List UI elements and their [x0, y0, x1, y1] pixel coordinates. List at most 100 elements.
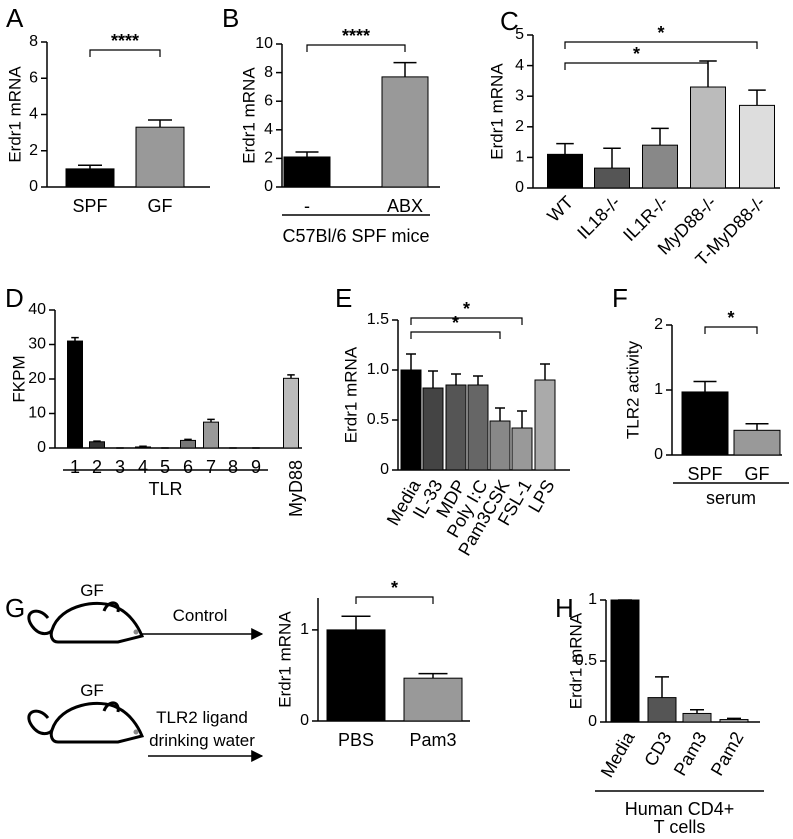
error-bar [139, 445, 147, 448]
error-bar [540, 363, 550, 380]
bar [682, 712, 712, 723]
significance-bracket [564, 41, 758, 49]
error-bar [693, 380, 717, 392]
x-tick-label: WT [543, 192, 577, 226]
significance-label: * [657, 23, 664, 43]
error-bar [295, 151, 319, 157]
treatment-label: drinking water [149, 731, 255, 750]
y-tick-label: 2 [264, 150, 273, 167]
error-bar [451, 373, 461, 385]
error-bar [727, 717, 741, 720]
x-tick-label: ABX [387, 196, 423, 216]
x-tick-label: 3 [115, 457, 125, 477]
significance-label: **** [111, 31, 139, 51]
treatment-label: TLR2 ligand [156, 708, 248, 727]
bar [180, 439, 196, 449]
significance-label: * [391, 578, 398, 598]
bar [283, 377, 299, 449]
y-tick-label: 0.5 [575, 652, 597, 669]
group-label: T cells [654, 817, 706, 837]
error-bar [287, 374, 295, 379]
subject-label: GF [80, 581, 104, 600]
bar [647, 697, 677, 723]
group-label: TLR [148, 479, 182, 499]
panel-letter: C [500, 6, 519, 36]
y-axis-label: Erdr1 mRNA [239, 67, 258, 164]
x-tick-label: Pam3 [409, 730, 456, 750]
subject-label: GF [80, 681, 104, 700]
x-tick-label: 7 [206, 457, 216, 477]
bar [203, 421, 219, 449]
group-label: serum [706, 488, 756, 508]
y-tick-label: 0 [37, 439, 46, 456]
y-tick-label: 0 [264, 178, 273, 195]
y-tick-label: 1 [588, 591, 597, 608]
y-tick-label: 5 [515, 26, 524, 43]
bar [135, 126, 185, 188]
panel-letter: H [555, 593, 574, 623]
y-axis-label: Erdr1 mRNA [341, 346, 360, 443]
x-tick-label: 1 [70, 457, 80, 477]
treatment-label: Control [173, 606, 228, 625]
significance-label: **** [342, 26, 370, 46]
y-tick-label: 1.5 [367, 311, 389, 328]
significance-bracket [355, 596, 434, 604]
y-tick-label: 4 [264, 121, 273, 138]
error-bar [473, 375, 483, 385]
error-bar [428, 370, 438, 388]
bar [400, 369, 422, 471]
y-tick-label: 10 [255, 35, 273, 52]
x-tick-label: 2 [92, 457, 102, 477]
x-tick-label: Pam2 [707, 728, 748, 779]
y-tick-label: 1.0 [367, 361, 389, 378]
bar [547, 153, 583, 189]
significance-label: * [452, 313, 459, 333]
y-tick-label: 0 [380, 461, 389, 478]
group-label: C57Bl/6 SPF mice [282, 226, 429, 246]
y-tick-label: 0.5 [367, 411, 389, 428]
error-bar [78, 164, 102, 169]
error-bar [495, 407, 505, 421]
significance-bracket [564, 62, 709, 70]
bar [594, 167, 630, 189]
x-tick-label: CD3 [640, 728, 675, 769]
x-tick-label: 6 [183, 457, 193, 477]
y-axis-label: Erdr1 mRNA [566, 612, 585, 709]
panel-letter: A [6, 3, 24, 33]
y-tick-label: 8 [264, 64, 273, 81]
panel-letter: D [5, 283, 24, 313]
x-tick-label: 8 [228, 457, 238, 477]
mouse-eye [133, 629, 139, 635]
error-bar [341, 615, 371, 630]
y-tick-label: 1 [300, 621, 309, 638]
bar [89, 441, 105, 449]
y-tick-label: 10 [28, 405, 46, 422]
y-tick-label: 1 [515, 149, 524, 166]
significance-bracket [89, 49, 161, 57]
significance-label: * [633, 44, 640, 64]
y-tick-label: 20 [28, 370, 46, 387]
error-bar [93, 440, 101, 442]
error-bar [556, 142, 574, 155]
error-bar [651, 127, 669, 146]
bar [467, 384, 489, 471]
bar [511, 427, 533, 471]
panel-letter: F [612, 283, 628, 313]
x-tick-label: PBS [338, 730, 374, 750]
x-tick-label: MyD88 [286, 460, 306, 517]
bar [403, 677, 463, 722]
y-axis-label: FKPM [9, 355, 28, 402]
bar [739, 104, 775, 189]
y-tick-label: 6 [264, 92, 273, 109]
mouse-eye [133, 729, 139, 735]
x-tick-label: 5 [160, 457, 170, 477]
y-tick-label: 0 [515, 179, 524, 196]
bar [690, 86, 726, 189]
y-tick-label: 4 [29, 106, 38, 123]
error-bar [418, 672, 448, 679]
error-bar [148, 119, 172, 128]
y-tick-label: 3 [515, 87, 524, 104]
error-bar [655, 676, 669, 698]
y-tick-label: 40 [28, 301, 46, 318]
